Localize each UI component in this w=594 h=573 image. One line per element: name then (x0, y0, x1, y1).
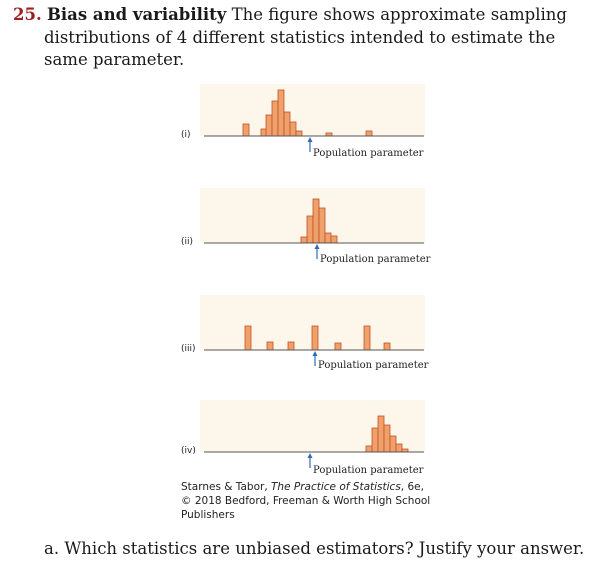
parameter-arrowhead (307, 453, 313, 458)
histogram-bar (266, 341, 274, 351)
panel-background (200, 84, 425, 136)
figure-credit: Starnes & Tabor, The Practice of Statist… (181, 480, 441, 523)
credit-authors: Starnes & Tabor, (181, 481, 271, 493)
histogram-bar (365, 445, 373, 453)
histogram-bar (287, 341, 295, 351)
histogram-bar (289, 121, 297, 137)
parameter-label: Population parameter (313, 148, 424, 159)
problem-text-line1: The figure shows approximate sampling (226, 5, 567, 24)
parameter-arrowhead (314, 244, 320, 249)
histogram-bar (283, 111, 291, 137)
parameter-label: Population parameter (320, 254, 431, 265)
histogram-bar (300, 236, 308, 244)
problem-statement: 25. Bias and variability The figure show… (13, 4, 583, 72)
problem-text-line3: same parameter. (44, 50, 185, 69)
credit-publisher: Publishers (181, 509, 235, 522)
histogram-bar (383, 424, 391, 453)
question-a: a. Which statistics are unbiased estimat… (44, 539, 585, 558)
histogram-bar (271, 100, 279, 137)
histogram-bar (363, 325, 371, 351)
histogram-bar (318, 207, 326, 244)
histogram-bar (383, 342, 391, 351)
parameter-label: Population parameter (313, 465, 424, 476)
problem-title: Bias and variability (46, 5, 227, 24)
credit-copyright: © 2018 Bedford, Freeman & Worth High Sch… (181, 495, 431, 508)
credit-edition: , 6e, (400, 481, 424, 493)
panel-label: (ii) (181, 237, 193, 247)
panel-label: (i) (181, 130, 191, 140)
histogram-bar (295, 130, 303, 137)
histogram-bar (371, 427, 379, 453)
histogram-bar (265, 114, 273, 137)
parameter-arrowhead (312, 351, 318, 356)
histogram-bar (311, 325, 319, 351)
histogram-bar (377, 415, 385, 453)
panel-label: (iii) (181, 344, 196, 354)
histogram-bar (365, 130, 373, 137)
problem-text-line2: distributions of 4 different statistics … (44, 27, 556, 47)
histogram-bar (395, 443, 403, 453)
panel-label: (iv) (181, 446, 196, 456)
histogram-bar (277, 89, 285, 137)
histogram-bar (244, 325, 252, 351)
parameter-arrowhead (307, 137, 313, 142)
histogram-bar (389, 435, 397, 453)
histogram-bar (306, 215, 314, 244)
histogram-bar (242, 123, 250, 137)
histogram-bar (324, 232, 332, 244)
credit-book-title: The Practice of Statistics (271, 481, 401, 493)
histogram-bar (334, 342, 342, 351)
histogram-bar (330, 235, 338, 244)
parameter-label: Population parameter (318, 360, 429, 371)
histogram-bar (312, 198, 320, 244)
problem-number: 25. (13, 5, 42, 24)
